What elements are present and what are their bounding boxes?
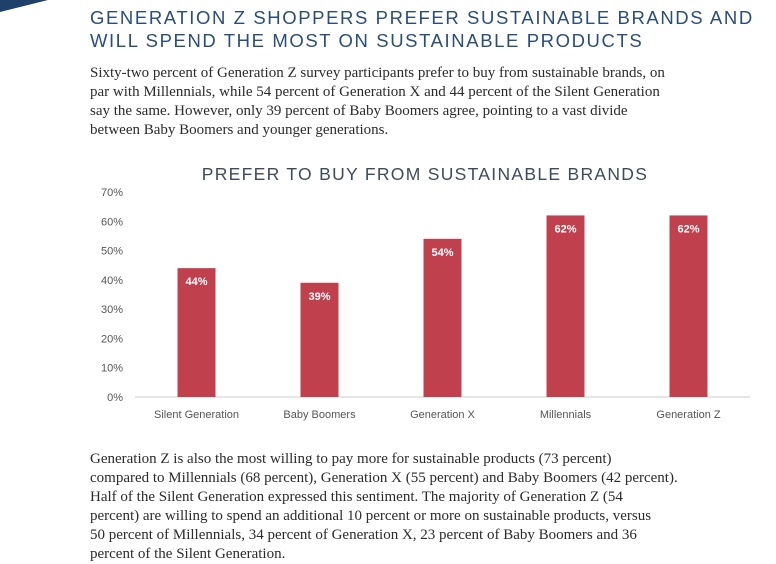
category-label: Baby Boomers (283, 409, 356, 421)
intro-line-3: say the same. However, only 39 percent o… (90, 103, 628, 119)
intro-paragraph: Sixty-two percent of Generation Z survey… (90, 64, 760, 140)
category-label: Generation Z (656, 409, 720, 421)
data-label: 62% (554, 223, 576, 235)
data-label: 62% (677, 223, 699, 235)
data-label: 44% (185, 276, 207, 288)
bar-chart: 0% 10% 20% 30% 40% 50% 60% 70% 44% Silent Generat… (101, 187, 750, 421)
closing-line-3: Half of the Silent Generation expressed … (90, 489, 623, 505)
bar (177, 268, 216, 397)
closing-paragraph: Generation Z is also the most willing to… (90, 450, 760, 564)
y-tick-label: 10% (101, 363, 123, 375)
heading-line-2: WILL SPEND THE MOST ON SUSTAINABLE PRODU… (90, 30, 644, 51)
bar (423, 238, 462, 397)
y-tick-label: 0% (107, 392, 123, 404)
bar (300, 282, 339, 397)
y-tick-label: 50% (101, 246, 123, 258)
closing-line-5: 50 percent of Millennials, 34 percent of… (90, 527, 637, 543)
closing-line-1: Generation Z is also the most willing to… (90, 451, 612, 467)
page-heading: GENERATION Z SHOPPERS PREFER SUSTAINABLE… (90, 6, 760, 52)
data-label: 39% (308, 291, 330, 303)
closing-line-4: percent) are willing to spend an additio… (90, 508, 652, 524)
bar (669, 215, 708, 397)
closing-line-2: compared to Millennials (68 percent), Ge… (90, 470, 678, 486)
y-tick-label: 20% (101, 333, 123, 345)
chart-title: PREFER TO BUY FROM SUSTAINABLE BRANDS (201, 164, 649, 184)
bar (546, 215, 585, 397)
y-tick-label: 30% (101, 304, 123, 316)
category-label: Generation X (410, 409, 475, 421)
intro-line-4: between Baby Boomers and younger generat… (90, 122, 389, 138)
y-tick-label: 40% (101, 275, 123, 287)
closing-line-6: percent of the Silent Generation. (90, 546, 286, 562)
data-label: 54% (431, 247, 453, 259)
y-tick-label: 70% (101, 187, 123, 199)
heading-line-1: GENERATION Z SHOPPERS PREFER SUSTAINABLE… (90, 7, 754, 28)
y-tick-label: 60% (101, 216, 123, 228)
category-label: Silent Generation (154, 409, 239, 421)
category-label: Millennials (540, 409, 592, 421)
intro-line-1: Sixty-two percent of Generation Z survey… (90, 65, 665, 81)
intro-line-2: par with Millennials, while 54 percent o… (90, 84, 660, 100)
